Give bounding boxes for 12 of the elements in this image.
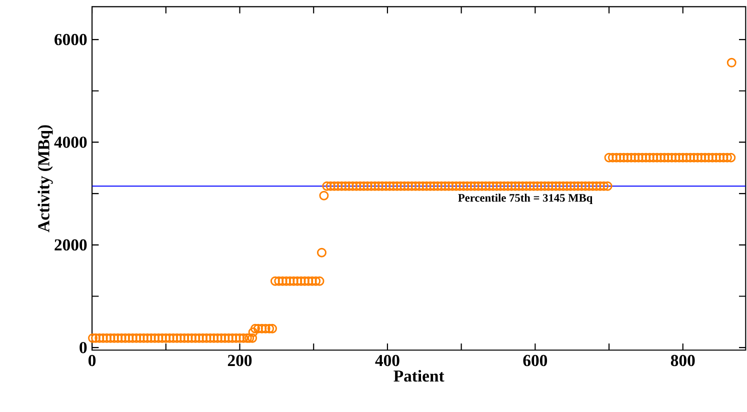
y-tick-label: 4000	[54, 136, 87, 148]
ref-line-label: Percentile 75th = 3145 MBq	[458, 194, 593, 204]
y-axis-title: Activity (MBq)	[38, 125, 53, 232]
x-tick-label: 0	[88, 354, 96, 366]
y-tick-label: 0	[80, 342, 87, 354]
y-tick-label: 2000	[54, 239, 87, 250]
x-tick-label: 800	[670, 354, 695, 366]
x-tick-label: 600	[523, 354, 548, 366]
x-tick-label: 200	[228, 354, 252, 366]
x-axis-title: Patient	[394, 370, 444, 382]
x-tick-label: 400	[375, 354, 400, 366]
y-tick-label: 6000	[54, 34, 87, 46]
